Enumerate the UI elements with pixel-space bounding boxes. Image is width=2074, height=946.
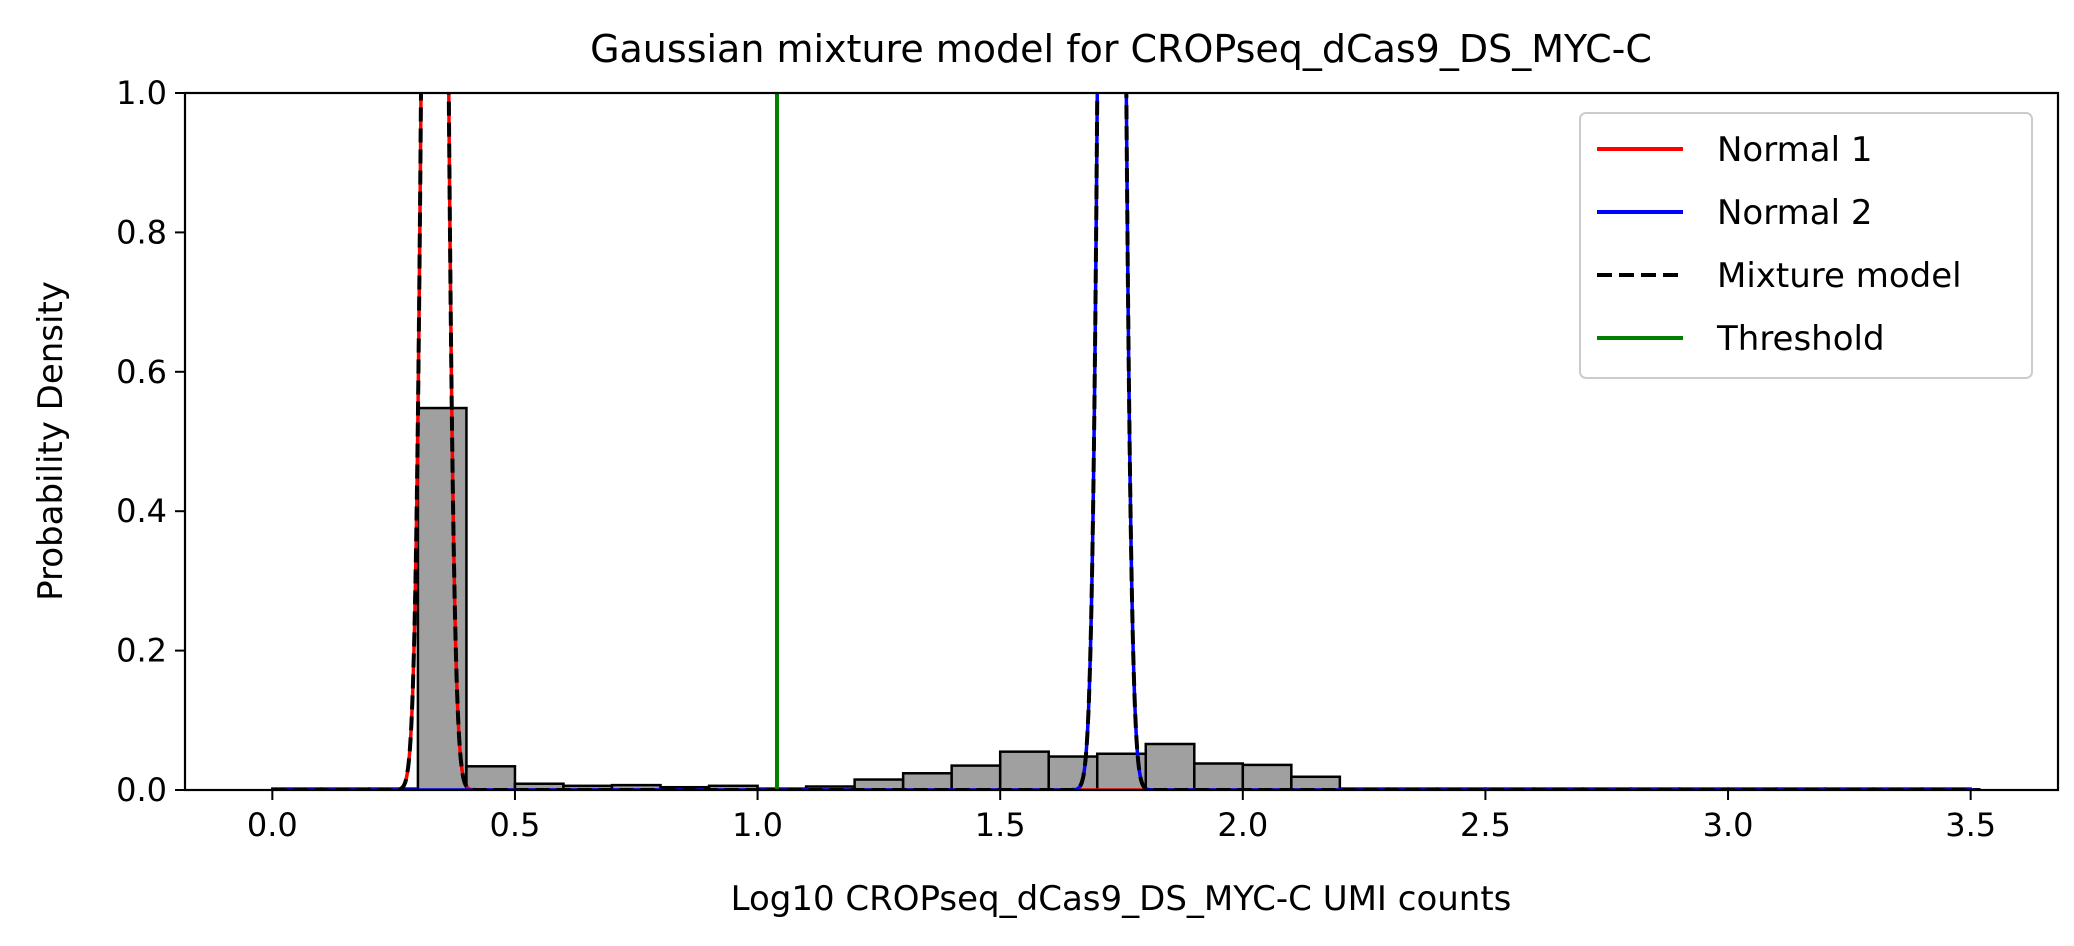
plot-frame: [183, 91, 2060, 792]
x-tick-label: 2.0: [1217, 806, 1268, 844]
histogram: [271, 406, 1972, 790]
x-tick-label: 1.0: [732, 806, 783, 844]
density-curves: [272, 93, 1981, 790]
y-tick-label: 0.8: [116, 213, 167, 251]
y-tick-label: 0.2: [116, 632, 167, 670]
x-tick-label: 0.0: [247, 806, 298, 844]
histogram-bar: [1193, 762, 1245, 790]
histogram-bar: [1047, 755, 1099, 790]
x-tick-label: 3.5: [1945, 806, 1996, 844]
histogram-bar: [998, 750, 1050, 790]
x-axis-label: Log10 CROPseq_dCas9_DS_MYC-C UMI counts: [731, 879, 1512, 919]
x-tick-label: 0.5: [490, 806, 541, 844]
x-axis: 0.0 0.5 1.0 1.5 2.0 2.5 3.0 3.5: [247, 790, 1996, 844]
y-tick-label: 0.4: [116, 492, 167, 530]
legend: Normal 1 Normal 2 Mixture model Threshol…: [1579, 112, 2033, 379]
legend-label-normal-1: Normal 1: [1717, 130, 1872, 170]
y-tick-label: 0.6: [116, 353, 167, 391]
y-axis-label: Probability Density: [31, 281, 71, 601]
histogram-bar: [950, 764, 1002, 790]
chart-title: Gaussian mixture model for CROPseq_dCas9…: [590, 27, 1652, 71]
x-tick-label: 2.5: [1460, 806, 1511, 844]
histogram-bar: [1290, 775, 1342, 790]
legend-box: [1579, 112, 2033, 379]
legend-label-threshold: Threshold: [1716, 319, 1885, 359]
y-axis: 0.0 0.2 0.4 0.6 0.8 1.0: [116, 74, 185, 809]
histogram-bar: [465, 765, 517, 790]
x-tick-label: 1.5: [975, 806, 1026, 844]
legend-label-mixture-model: Mixture model: [1717, 256, 1962, 296]
y-tick-label: 1.0: [116, 74, 167, 112]
mixture-model-curve: [272, 93, 1981, 790]
histogram-bar: [1144, 742, 1196, 790]
histogram-bar: [901, 772, 953, 790]
legend-label-normal-2: Normal 2: [1717, 193, 1872, 233]
y-tick-label: 0.0: [116, 771, 167, 809]
x-tick-label: 3.0: [1703, 806, 1754, 844]
histogram-bar: [1241, 763, 1293, 790]
